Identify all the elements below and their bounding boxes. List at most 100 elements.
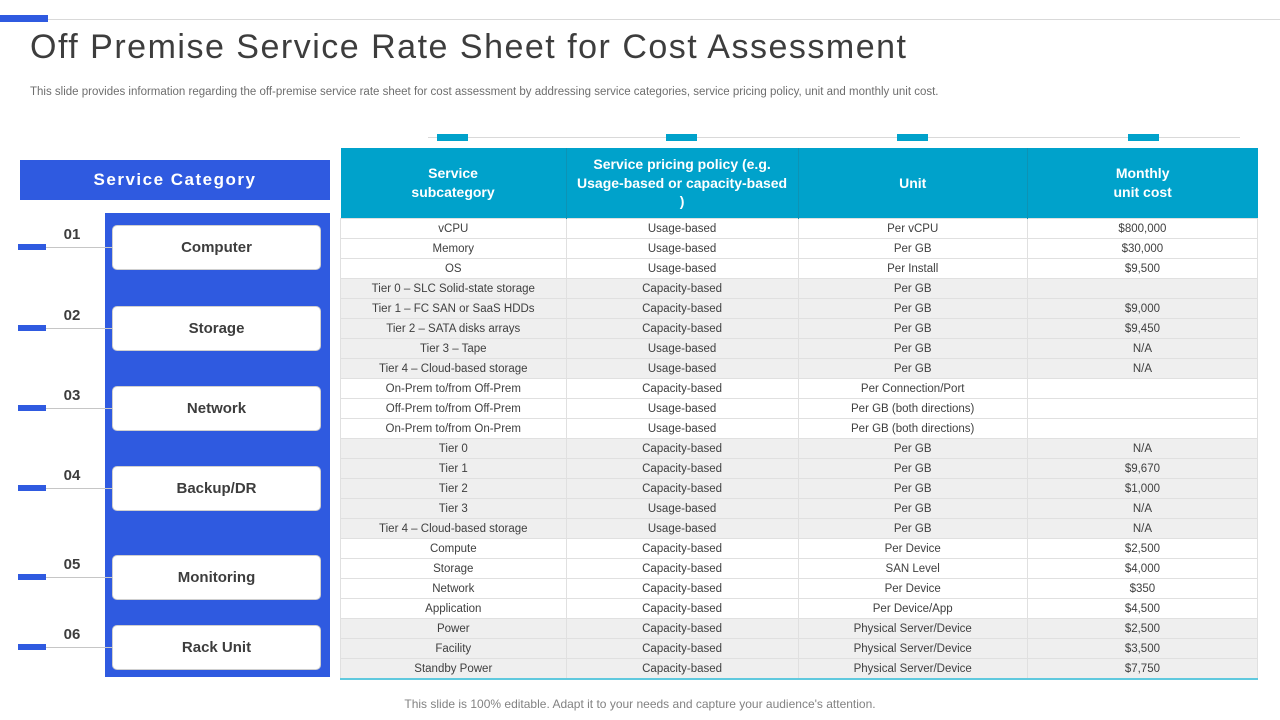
cell-unit: Per GB	[797, 358, 1028, 379]
cell-unit: Per GB	[797, 438, 1028, 459]
table-row: Application Capacity-based Per Device/App $…	[340, 598, 1259, 619]
category-number: 02	[63, 307, 81, 324]
cell-subcategory: Memory	[340, 238, 567, 259]
cell-policy: Capacity-based	[565, 298, 799, 319]
cell-subcategory: Tier 2	[340, 478, 567, 499]
category-card-computer: Computer	[112, 225, 321, 270]
cell-policy: Usage-based	[565, 238, 799, 259]
column-marker-dash-1	[666, 134, 697, 141]
cell-unit: Per GB	[797, 458, 1028, 479]
cell-policy: Capacity-based	[565, 558, 799, 579]
category-marker-line	[22, 488, 112, 489]
cell-subcategory: OS	[340, 258, 567, 279]
cell-policy: Capacity-based	[565, 278, 799, 299]
cell-policy: Capacity-based	[565, 438, 799, 459]
service-category-header: Service Category	[20, 160, 330, 200]
cell-unit: Per GB	[797, 498, 1028, 519]
category-marker-dash	[18, 574, 46, 580]
cell-policy: Capacity-based	[565, 458, 799, 479]
table-top-line	[428, 137, 1240, 138]
column-header-1: Service pricing policy (e.g. Usage-based…	[565, 148, 799, 219]
cell-policy: Capacity-based	[565, 578, 799, 599]
footer-note: This slide is 100% editable. Adapt it to…	[404, 697, 876, 711]
category-marker-dash	[18, 325, 46, 331]
cell-cost: N/A	[1026, 358, 1259, 379]
category-marker-dash	[18, 644, 46, 650]
cell-cost: $9,670	[1026, 458, 1259, 479]
cell-cost: N/A	[1026, 518, 1259, 539]
category-list: Computer Storage Network Backup/DR Monitorin…	[105, 213, 330, 677]
category-card-storage: Storage	[112, 306, 321, 351]
rate-table-body: vCPU Usage-based Per vCPU $800,000 Memory Usa…	[340, 218, 1259, 680]
cell-subcategory: Tier 4 – Cloud-based storage	[340, 358, 567, 379]
category-marker-line	[22, 247, 112, 248]
cell-unit: Per GB	[797, 318, 1028, 339]
cell-subcategory: On-Prem to/from On-Prem	[340, 418, 567, 439]
table-row: Tier 2 Capacity-based Per GB $1,000	[340, 478, 1259, 499]
cell-subcategory: Tier 1	[340, 458, 567, 479]
category-number: 01	[63, 226, 81, 243]
column-header-2: Unit	[797, 148, 1028, 219]
table-row: vCPU Usage-based Per vCPU $800,000	[340, 218, 1259, 239]
cell-cost: $800,000	[1026, 218, 1259, 239]
cell-policy: Usage-based	[565, 418, 799, 439]
cell-policy: Capacity-based	[565, 478, 799, 499]
category-card-monitoring: Monitoring	[112, 555, 321, 600]
cell-cost: $9,000	[1026, 298, 1259, 319]
category-number: 04	[63, 467, 81, 484]
cell-policy: Capacity-based	[565, 598, 799, 619]
cell-subcategory: Compute	[340, 538, 567, 559]
top-accent-line	[0, 19, 1280, 20]
cell-policy: Capacity-based	[565, 658, 799, 680]
cell-unit: Per Device/App	[797, 598, 1028, 619]
table-row: Power Capacity-based Physical Server/Devic…	[340, 618, 1259, 639]
category-card-rack-unit: Rack Unit	[112, 625, 321, 670]
table-row: Tier 1 – FC SAN or SaaS HDDs Capacity-bas…	[340, 298, 1259, 319]
category-card-network: Network	[112, 386, 321, 431]
cell-unit: SAN Level	[797, 558, 1028, 579]
cell-cost: N/A	[1026, 498, 1259, 519]
table-row: Network Capacity-based Per Device $350	[340, 578, 1259, 599]
table-row: Storage Capacity-based SAN Level $4,000	[340, 558, 1259, 579]
cell-policy: Capacity-based	[565, 538, 799, 559]
table-row: Tier 4 – Cloud-based storage Usage-based P…	[340, 358, 1259, 379]
table-row: On-Prem to/from On-Prem Usage-based Per GB…	[340, 418, 1259, 439]
cell-policy: Usage-based	[565, 398, 799, 419]
cell-unit: Physical Server/Device	[797, 638, 1028, 659]
category-marker-line	[22, 647, 112, 648]
column-header-3: Monthly unit cost	[1026, 148, 1258, 219]
cell-subcategory: Tier 3 – Tape	[340, 338, 567, 359]
cell-unit: Per GB	[797, 238, 1028, 259]
cell-policy: Capacity-based	[565, 318, 799, 339]
cell-subcategory: Tier 0 – SLC Solid-state storage	[340, 278, 567, 299]
table-row: Tier 4 – Cloud-based storage Usage-based P…	[340, 518, 1259, 539]
cell-cost: N/A	[1026, 438, 1259, 459]
page-subtitle: This slide provides information regardin…	[30, 86, 939, 98]
cell-subcategory: vCPU	[340, 218, 567, 239]
cell-unit: Per vCPU	[797, 218, 1028, 239]
cell-unit: Per GB	[797, 478, 1028, 499]
cell-subcategory: Tier 2 – SATA disks arrays	[340, 318, 567, 339]
cell-cost: $1,000	[1026, 478, 1259, 499]
category-card-backup-dr: Backup/DR	[112, 466, 321, 511]
cell-subcategory: Storage	[340, 558, 567, 579]
column-marker-dash-2	[897, 134, 928, 141]
cell-subcategory: Network	[340, 578, 567, 599]
cell-policy: Usage-based	[565, 218, 799, 239]
cell-subcategory: Standby Power	[340, 658, 567, 680]
column-header-0: Service subcategory	[340, 148, 567, 219]
category-number: 05	[63, 556, 81, 573]
cell-cost: $4,000	[1026, 558, 1259, 579]
cell-policy: Usage-based	[565, 498, 799, 519]
cell-cost: N/A	[1026, 338, 1259, 359]
top-accent-dash	[0, 15, 48, 22]
cell-subcategory: Power	[340, 618, 567, 639]
cell-cost: $30,000	[1026, 238, 1259, 259]
cell-unit: Per GB	[797, 338, 1028, 359]
cell-cost	[1026, 278, 1259, 299]
cell-subcategory: Tier 1 – FC SAN or SaaS HDDs	[340, 298, 567, 319]
table-row: Tier 3 – Tape Usage-based Per GB N/A	[340, 338, 1259, 359]
cell-cost: $3,500	[1026, 638, 1259, 659]
category-marker-dash	[18, 485, 46, 491]
table-row: Tier 1 Capacity-based Per GB $9,670	[340, 458, 1259, 479]
